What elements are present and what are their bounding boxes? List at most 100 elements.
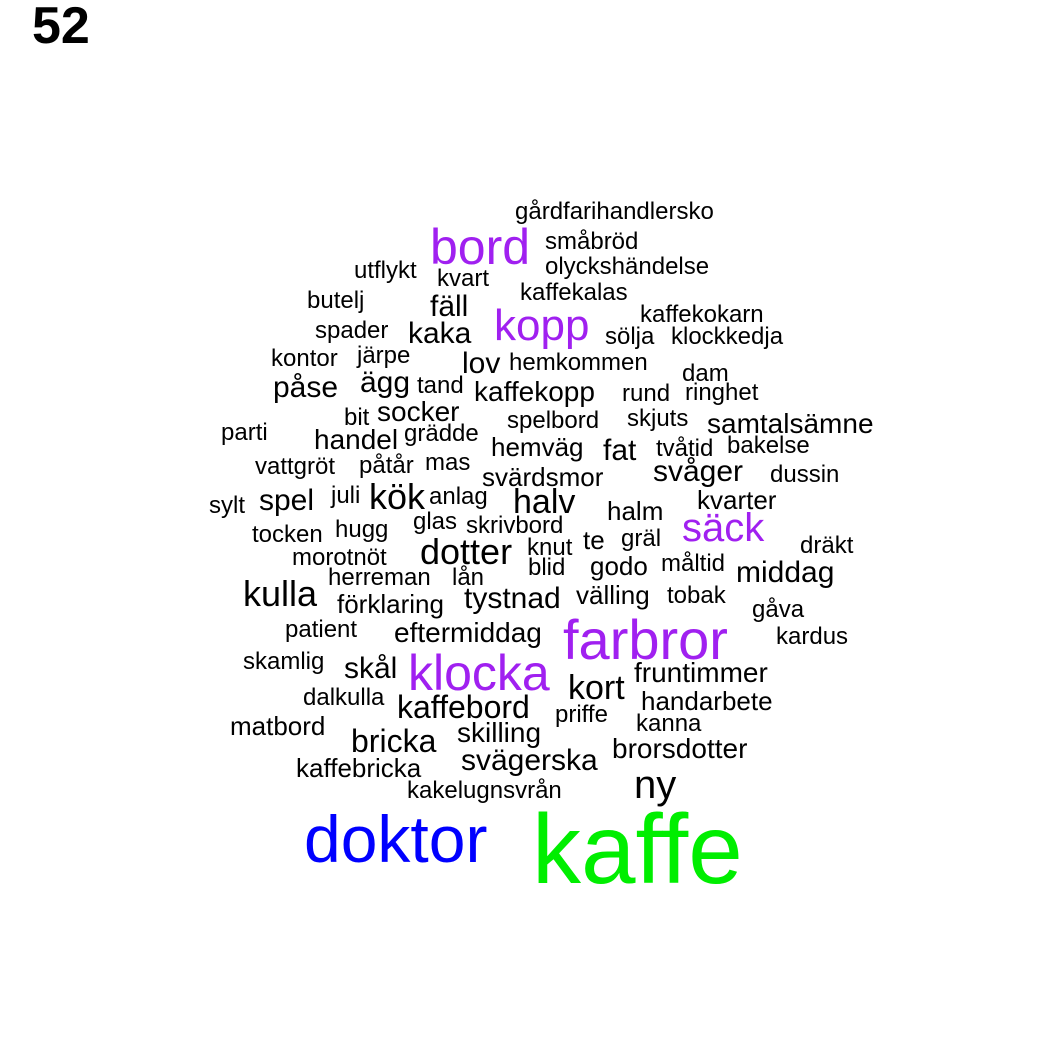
cloud-word: sölja <box>605 323 655 350</box>
cloud-word: mas <box>425 449 471 476</box>
cloud-word: bord <box>430 219 531 275</box>
cloud-word: anlag <box>429 483 488 510</box>
cloud-word: kvarter <box>697 485 777 515</box>
cloud-word: klockkedja <box>671 323 784 350</box>
cloud-word: påtår <box>359 452 414 479</box>
cloud-word: järpe <box>357 342 411 369</box>
cloud-word: kanna <box>636 710 702 737</box>
cloud-word: halm <box>607 496 664 526</box>
cloud-word: parti <box>221 419 268 446</box>
cloud-word: te <box>583 525 605 555</box>
cloud-word: kaffekokarn <box>640 301 764 328</box>
cloud-word: skamlig <box>243 648 325 675</box>
cloud-word: hemkommen <box>509 349 648 376</box>
cloud-word: eftermiddag <box>394 617 542 648</box>
cloud-word: fat <box>603 434 637 467</box>
panel-number: 52 <box>32 0 90 55</box>
cloud-word: bricka <box>351 723 437 759</box>
cloud-word: kort <box>568 669 625 707</box>
cloud-word: kaka <box>408 317 472 350</box>
cloud-word: kaffebricka <box>296 753 422 783</box>
cloud-word: godo <box>590 551 648 581</box>
cloud-word: förklaring <box>337 589 444 619</box>
cloud-word: sylt <box>209 492 245 519</box>
cloud-word: olyckshändelse <box>545 253 710 280</box>
cloud-word: kaffe <box>532 794 743 904</box>
cloud-word: gräl <box>621 525 662 552</box>
cloud-word: gårdfarihandlersko <box>515 198 714 225</box>
cloud-word: dalkulla <box>303 684 385 711</box>
cloud-word: bit <box>344 404 370 431</box>
cloud-word: matbord <box>230 711 326 741</box>
cloud-word: spelbord <box>507 407 600 434</box>
cloud-word: patient <box>285 616 358 643</box>
cloud-word: kaffekopp <box>474 376 595 407</box>
cloud-word: kopp <box>494 301 590 350</box>
cloud-word: tystnad <box>464 582 561 615</box>
cloud-word: svåger <box>653 455 744 488</box>
cloud-word: svärdsmor <box>482 462 604 492</box>
cloud-word: blid <box>528 554 566 581</box>
cloud-word: småbröd <box>545 228 639 255</box>
cloud-word: kontor <box>271 345 338 372</box>
cloud-word: tobak <box>667 582 726 609</box>
cloud-word: kaffebord <box>397 689 530 725</box>
cloud-word: kvart <box>437 265 490 292</box>
cloud-word: dussin <box>770 461 840 488</box>
cloud-word: bakelse <box>727 432 810 459</box>
cloud-word: skrivbord <box>466 512 564 539</box>
cloud-word: socker <box>377 396 460 427</box>
cloud-word: ägg <box>360 366 411 399</box>
cloud-word: dam <box>682 360 729 387</box>
cloud-word: brorsdotter <box>612 733 748 764</box>
cloud-word: tocken <box>252 521 323 548</box>
cloud-word: rund <box>622 380 671 407</box>
cloud-word: glas <box>413 508 458 535</box>
cloud-word: halv <box>513 483 576 521</box>
cloud-word: påse <box>273 371 339 404</box>
cloud-word: skål <box>344 652 398 685</box>
cloud-word: säck <box>682 506 765 550</box>
cloud-word: fäll <box>430 290 469 323</box>
cloud-word: hugg <box>335 516 389 543</box>
cloud-word: doktor <box>304 802 488 876</box>
cloud-word: svägerska <box>461 744 598 777</box>
cloud-word: spader <box>315 317 389 344</box>
cloud-word: tvåtid <box>656 435 714 462</box>
cloud-word: tand <box>417 372 464 399</box>
cloud-word: samtalsämne <box>707 408 874 439</box>
cloud-word: herreman <box>328 564 431 591</box>
cloud-word: ringhet <box>685 379 759 406</box>
cloud-word: knut <box>527 534 573 561</box>
cloud-word: handel <box>314 424 399 455</box>
cloud-word: skjuts <box>627 405 689 432</box>
cloud-word: kulla <box>243 573 318 614</box>
cloud-word: spel <box>259 484 315 517</box>
cloud-word: morotnöt <box>292 544 387 571</box>
cloud-word: lov <box>462 347 501 380</box>
cloud-word: kakelugnsvrån <box>407 777 562 804</box>
cloud-word: handarbete <box>641 686 773 716</box>
cloud-word: butelj <box>307 287 365 314</box>
cloud-word: klocka <box>408 645 550 701</box>
cloud-word: utflykt <box>354 257 417 284</box>
cloud-word: lån <box>452 564 485 591</box>
cloud-word: priffe <box>555 701 608 728</box>
cloud-word: juli <box>331 482 361 509</box>
cloud-word: välling <box>576 580 650 610</box>
cloud-word: grädde <box>404 420 479 447</box>
cloud-word: dräkt <box>800 532 854 559</box>
cloud-word: måltid <box>661 550 726 577</box>
cloud-word: hemväg <box>491 432 584 462</box>
cloud-word: dotter <box>420 531 513 572</box>
cloud-word: middag <box>736 556 835 589</box>
cloud-word: farbror <box>563 608 728 671</box>
cloud-word: skilling <box>457 717 542 748</box>
cloud-word: ny <box>634 763 677 807</box>
cloud-word: kardus <box>776 623 849 650</box>
cloud-word: vattgröt <box>255 453 336 480</box>
cloud-word: kaffekalas <box>520 279 628 306</box>
cloud-word: gåva <box>752 596 805 623</box>
cloud-word: kök <box>369 476 426 517</box>
